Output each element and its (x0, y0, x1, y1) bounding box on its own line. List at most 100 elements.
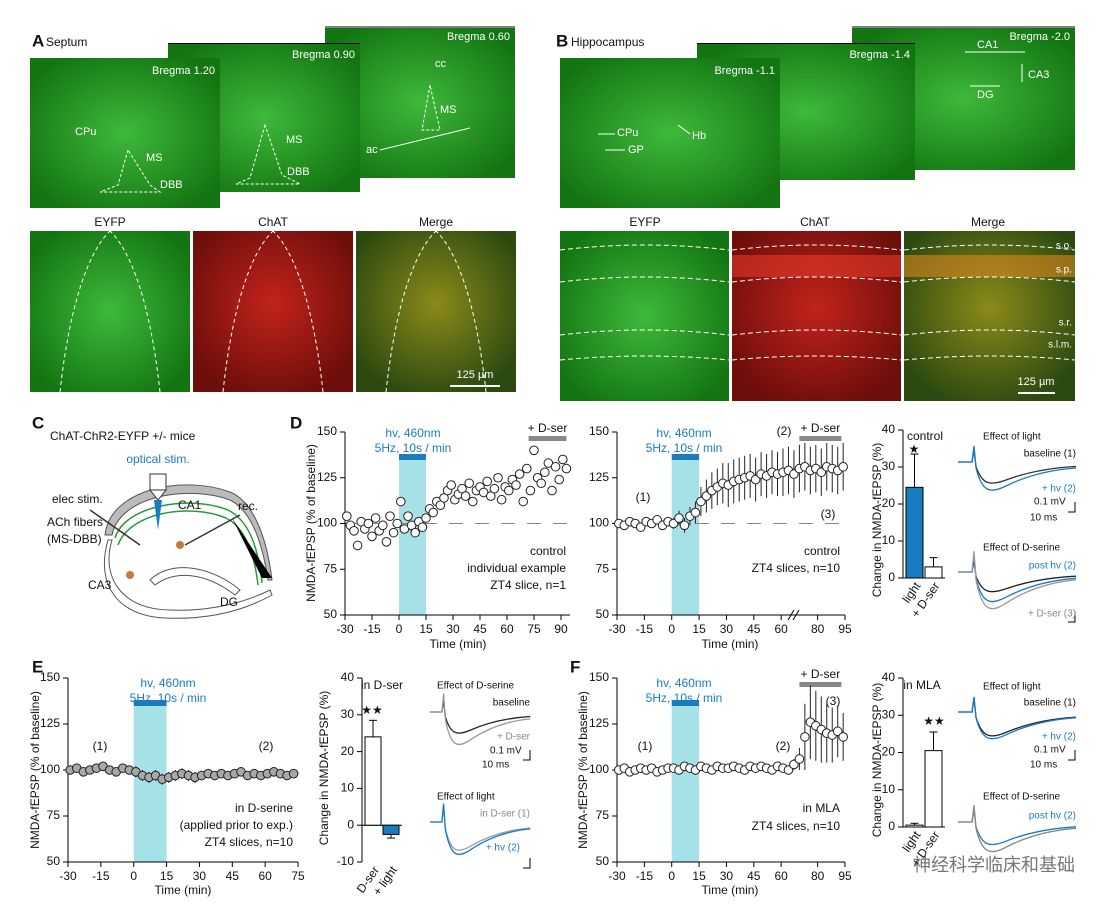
region-label: DBB (160, 179, 183, 191)
dser-bar (528, 436, 567, 441)
brain-section-part (235, 123, 301, 185)
trace-label: + hv (2) (1042, 484, 1076, 495)
stim-shade (133, 706, 167, 862)
trace-part (1068, 612, 1076, 623)
y-tick-label: 20 (341, 744, 355, 758)
data-point (396, 496, 406, 507)
panel-letter: B (556, 31, 568, 50)
trace-label: Effect of light (983, 682, 1041, 693)
y-tick-label: 20 (882, 745, 896, 759)
annotation: (1) (93, 739, 108, 753)
trace-label: post hv (2) (1029, 561, 1076, 572)
y-tick-label: 50 (596, 607, 610, 621)
trace-part (1068, 502, 1076, 513)
y-tick-label: 0 (347, 817, 354, 831)
micrograph-part (193, 231, 353, 392)
annotation: (1) (638, 739, 653, 753)
data-point (540, 467, 550, 478)
y-tick-label: 40 (341, 670, 355, 684)
panel-title: Septum (46, 35, 87, 49)
channel-label: Merge (419, 215, 453, 229)
region-label: ac (366, 144, 378, 156)
y-tick-label: 0 (888, 819, 895, 833)
dser-bar (799, 682, 842, 687)
brain-section-part (30, 58, 220, 208)
x-tick-label: 30 (446, 622, 460, 636)
brain-section-part (560, 58, 780, 208)
micrograph (559, 231, 1076, 401)
micrograph-part (731, 244, 902, 361)
region-label: CA1 (977, 39, 998, 51)
trace-label: baseline (493, 698, 531, 709)
trace-part (958, 446, 1076, 490)
annotation: (2) (259, 739, 274, 753)
stim-bar (671, 700, 700, 706)
y-tick-label: 30 (882, 707, 896, 721)
schematic-part (103, 539, 273, 619)
panel-letter: A (32, 31, 44, 50)
trace-part (1068, 750, 1076, 761)
panel-letter: C (32, 413, 44, 432)
micrograph-part (30, 231, 190, 392)
diagram-label: (MS-DBB) (47, 532, 102, 546)
y-tick-label: 0 (888, 570, 895, 584)
diagram-label: elec stim. (52, 492, 103, 506)
significance: ★ (909, 442, 920, 456)
x-tick-label: 60 (258, 869, 272, 883)
trace-part (958, 697, 1076, 739)
y-tick-label: 10 (882, 782, 896, 796)
x-tick-label: 45 (747, 869, 761, 883)
data-point (464, 478, 475, 489)
x-tick-label: 45 (747, 622, 761, 636)
x-tick-label: 45 (473, 622, 487, 636)
x-tick-label: -15 (636, 622, 654, 636)
layer-label: s.p. (1056, 265, 1072, 276)
stim-shade (399, 460, 426, 615)
x-tick-label: 0 (396, 622, 403, 636)
y-tick-label: 100 (40, 762, 60, 776)
watermark: 神经科学临床和基础 (913, 855, 1075, 875)
x-tick-label: -30 (608, 622, 626, 636)
data-point (514, 469, 525, 479)
x-tick-label: 0 (668, 622, 675, 636)
schematic-part (126, 571, 134, 579)
trace-label: + D-ser (497, 732, 531, 743)
y-tick-label: 50 (596, 854, 610, 868)
data-point (518, 496, 529, 507)
trace-label: 0.1 mV (1034, 497, 1066, 508)
region-label: cc (435, 58, 447, 70)
data-point (558, 454, 568, 465)
y-tick-label: 100 (317, 516, 337, 530)
stim-label: hv, 460nm (140, 676, 195, 690)
trace-part (523, 750, 531, 761)
data-point (529, 445, 539, 456)
schematic-part (149, 567, 241, 596)
data-point (561, 463, 572, 474)
y-tick-label: 10 (341, 781, 355, 795)
x-tick-label: -15 (92, 869, 110, 883)
x-axis-title: Time (min) (702, 637, 759, 651)
data-point (349, 526, 359, 536)
annotation: (3) (821, 507, 836, 521)
data-point (460, 491, 471, 501)
annotation: ZT4 slices, n=10 (752, 561, 841, 575)
x-tick-label: 95 (838, 869, 852, 883)
region-label: CA3 (1028, 69, 1049, 81)
schematic-part (149, 473, 167, 491)
x-tick-label: 75 (527, 622, 541, 636)
data-point (352, 540, 363, 551)
trace-part (430, 694, 530, 745)
data-point (547, 485, 557, 496)
panel-letter: E (32, 657, 43, 676)
y-tick-label: 40 (882, 422, 896, 436)
y-tick-label: 100 (589, 516, 609, 530)
x-tick-label: 30 (193, 869, 207, 883)
data-point (504, 485, 514, 496)
data-point (421, 513, 431, 523)
diagram-label: CA3 (88, 578, 112, 592)
x-tick-label: -30 (608, 869, 626, 883)
x-axis-title: Time (min) (702, 883, 759, 897)
micrograph-part (559, 244, 730, 361)
data-point (493, 472, 503, 483)
section-label: Bregma -2.0 (1009, 31, 1070, 43)
